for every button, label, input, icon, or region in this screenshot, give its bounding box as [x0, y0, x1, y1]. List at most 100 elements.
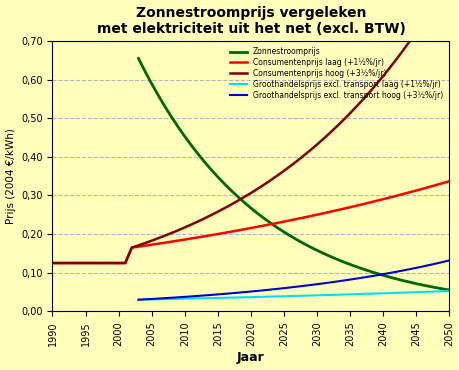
Title: Zonnestroomprijs vergeleken
met elektriciteit uit het net (excl. BTW): Zonnestroomprijs vergeleken met elektric…: [96, 6, 404, 36]
Groothandelsprijs excl. transport hoog (+3½%/jr): [182, 295, 187, 299]
Groothandelsprijs excl. transport hoog (+3½%/jr): [287, 285, 293, 290]
Zonnestroomprijs: [287, 234, 293, 238]
Groothandelsprijs excl. transport hoog (+3½%/jr): [235, 290, 240, 295]
Groothandelsprijs excl. transport hoog (+3½%/jr): [274, 287, 280, 291]
Zonnestroomprijs: [188, 143, 194, 148]
Consumentenprijs laag (+1½%/jr): [261, 223, 266, 228]
Groothandelsprijs excl. transport hoog (+3½%/jr): [135, 297, 141, 302]
Zonnestroomprijs: [386, 275, 392, 279]
Groothandelsprijs excl. transport laag (+1½%/jr): [168, 297, 174, 301]
Groothandelsprijs excl. transport laag (+1½%/jr): [135, 297, 141, 302]
Groothandelsprijs excl. transport laag (+1½%/jr): [393, 290, 398, 295]
X-axis label: Jaar: Jaar: [236, 352, 264, 364]
Zonnestroomprijs: [168, 115, 174, 119]
Zonnestroomprijs: [446, 288, 451, 292]
Zonnestroomprijs: [162, 104, 168, 109]
Groothandelsprijs excl. transport hoog (+3½%/jr): [313, 282, 319, 286]
Groothandelsprijs excl. transport laag (+1½%/jr): [235, 295, 240, 300]
Groothandelsprijs excl. transport laag (+1½%/jr): [241, 295, 246, 299]
Groothandelsprijs excl. transport hoog (+3½%/jr): [373, 273, 379, 278]
Zonnestroomprijs: [327, 254, 332, 259]
Groothandelsprijs excl. transport laag (+1½%/jr): [420, 290, 425, 294]
Consumentenprijs hoog (+3½%/jr): [188, 222, 194, 227]
Zonnestroomprijs: [228, 188, 233, 193]
Groothandelsprijs excl. transport laag (+1½%/jr): [353, 292, 359, 296]
Zonnestroomprijs: [248, 206, 253, 210]
Groothandelsprijs excl. transport hoog (+3½%/jr): [175, 295, 180, 300]
Groothandelsprijs excl. transport hoog (+3½%/jr): [294, 285, 299, 289]
Consumentenprijs hoog (+3½%/jr): [393, 57, 398, 61]
Zonnestroomprijs: [432, 286, 438, 290]
Zonnestroomprijs: [307, 245, 313, 249]
Zonnestroomprijs: [241, 200, 246, 205]
Groothandelsprijs excl. transport laag (+1½%/jr): [221, 296, 227, 300]
Groothandelsprijs excl. transport laag (+1½%/jr): [301, 293, 306, 298]
Consumentenprijs hoog (+3½%/jr): [287, 164, 293, 168]
Zonnestroomprijs: [175, 125, 180, 129]
Groothandelsprijs excl. transport hoog (+3½%/jr): [215, 292, 220, 297]
Zonnestroomprijs: [254, 211, 260, 216]
Consumentenprijs laag (+1½%/jr): [142, 243, 147, 248]
Groothandelsprijs excl. transport hoog (+3½%/jr): [439, 260, 445, 264]
Groothandelsprijs excl. transport hoog (+3½%/jr): [228, 291, 233, 296]
Consumentenprijs hoog (+3½%/jr): [142, 241, 147, 245]
Groothandelsprijs excl. transport laag (+1½%/jr): [268, 295, 273, 299]
Zonnestroomprijs: [347, 262, 352, 267]
Groothandelsprijs excl. transport laag (+1½%/jr): [446, 289, 451, 293]
Groothandelsprijs excl. transport hoog (+3½%/jr): [254, 289, 260, 293]
Groothandelsprijs excl. transport hoog (+3½%/jr): [307, 283, 313, 287]
Groothandelsprijs excl. transport hoog (+3½%/jr): [168, 296, 174, 300]
Groothandelsprijs excl. transport laag (+1½%/jr): [360, 292, 365, 296]
Line: Consumentenprijs hoog (+3½%/jr): Consumentenprijs hoog (+3½%/jr): [52, 0, 448, 263]
Groothandelsprijs excl. transport laag (+1½%/jr): [182, 296, 187, 301]
Zonnestroomprijs: [301, 241, 306, 246]
Zonnestroomprijs: [155, 93, 161, 98]
Groothandelsprijs excl. transport hoog (+3½%/jr): [413, 266, 418, 270]
Groothandelsprijs excl. transport laag (+1½%/jr): [380, 291, 385, 296]
Groothandelsprijs excl. transport laag (+1½%/jr): [439, 289, 445, 293]
Zonnestroomprijs: [202, 160, 207, 164]
Groothandelsprijs excl. transport hoog (+3½%/jr): [142, 297, 147, 302]
Groothandelsprijs excl. transport hoog (+3½%/jr): [340, 278, 346, 283]
Groothandelsprijs excl. transport hoog (+3½%/jr): [420, 264, 425, 269]
Consumentenprijs hoog (+3½%/jr): [129, 245, 134, 250]
Groothandelsprijs excl. transport laag (+1½%/jr): [413, 290, 418, 295]
Legend: Zonnestroomprijs, Consumentenprijs laag (+1½%/jr), Consumentenprijs hoog (+3½%/j: Zonnestroomprijs, Consumentenprijs laag …: [227, 45, 445, 102]
Zonnestroomprijs: [406, 280, 412, 285]
Groothandelsprijs excl. transport laag (+1½%/jr): [373, 291, 379, 296]
Zonnestroomprijs: [221, 182, 227, 186]
Zonnestroomprijs: [334, 257, 339, 262]
Groothandelsprijs excl. transport hoog (+3½%/jr): [280, 286, 286, 290]
Zonnestroomprijs: [182, 134, 187, 139]
Consumentenprijs laag (+1½%/jr): [287, 218, 293, 222]
Zonnestroomprijs: [320, 251, 326, 256]
Zonnestroomprijs: [280, 230, 286, 234]
Zonnestroomprijs: [380, 273, 385, 278]
Groothandelsprijs excl. transport laag (+1½%/jr): [347, 292, 352, 296]
Groothandelsprijs excl. transport laag (+1½%/jr): [254, 295, 260, 299]
Line: Consumentenprijs laag (+1½%/jr): Consumentenprijs laag (+1½%/jr): [52, 181, 448, 263]
Groothandelsprijs excl. transport hoog (+3½%/jr): [268, 287, 273, 292]
Groothandelsprijs excl. transport laag (+1½%/jr): [274, 294, 280, 299]
Groothandelsprijs excl. transport hoog (+3½%/jr): [353, 276, 359, 281]
Groothandelsprijs excl. transport laag (+1½%/jr): [327, 293, 332, 297]
Groothandelsprijs excl. transport laag (+1½%/jr): [432, 289, 438, 294]
Groothandelsprijs excl. transport hoog (+3½%/jr): [301, 284, 306, 288]
Zonnestroomprijs: [149, 81, 154, 86]
Consumentenprijs laag (+1½%/jr): [393, 194, 398, 198]
Groothandelsprijs excl. transport hoog (+3½%/jr): [195, 294, 200, 298]
Groothandelsprijs excl. transport hoog (+3½%/jr): [149, 297, 154, 301]
Groothandelsprijs excl. transport laag (+1½%/jr): [294, 294, 299, 298]
Groothandelsprijs excl. transport hoog (+3½%/jr): [446, 258, 451, 263]
Groothandelsprijs excl. transport laag (+1½%/jr): [248, 295, 253, 299]
Consumentenprijs hoog (+3½%/jr): [261, 182, 266, 187]
Line: Zonnestroomprijs: Zonnestroomprijs: [138, 58, 448, 290]
Groothandelsprijs excl. transport laag (+1½%/jr): [280, 294, 286, 299]
Zonnestroomprijs: [268, 221, 273, 225]
Zonnestroomprijs: [353, 265, 359, 269]
Groothandelsprijs excl. transport hoog (+3½%/jr): [393, 269, 398, 274]
Groothandelsprijs excl. transport hoog (+3½%/jr): [155, 296, 161, 301]
Zonnestroomprijs: [373, 271, 379, 276]
Zonnestroomprijs: [135, 56, 141, 61]
Groothandelsprijs excl. transport hoog (+3½%/jr): [202, 293, 207, 297]
